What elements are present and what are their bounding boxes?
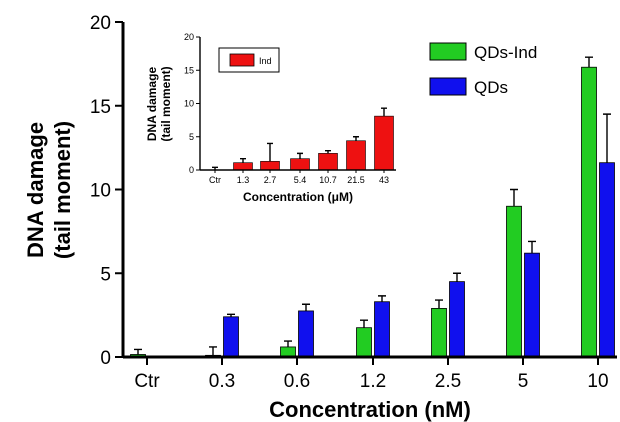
inset-x-ticks: Ctr 1.3 2.7 5.4 10.7 21.5 43 — [209, 170, 389, 185]
inset-x-tick-label: 5.4 — [294, 175, 307, 185]
legend-label-qds-ind: QDs-Ind — [474, 43, 537, 62]
main-y-tick-label: 5 — [100, 264, 111, 285]
inset-y-tick-label: 0 — [189, 165, 194, 175]
main-y-tick-label: 15 — [90, 97, 111, 118]
inset-legend: Ind — [218, 47, 280, 73]
inset-legend-label-ind: Ind — [259, 56, 272, 66]
error-bar — [134, 348, 142, 355]
inset-bar-ind — [260, 161, 280, 171]
error-bar — [227, 313, 235, 317]
error-bar — [302, 303, 310, 311]
inset-error-bar — [267, 142, 273, 162]
inset-x-tick-label: 21.5 — [347, 175, 365, 185]
bar-qds — [223, 316, 239, 358]
inset-y-axis-title-line1: DNA damage — [145, 67, 159, 142]
error-bar — [209, 346, 217, 356]
error-bar — [435, 299, 443, 309]
legend-label-qds: QDs — [474, 78, 508, 97]
main-x-ticks: Ctr 0.3 0.6 1.2 2.5 5 10 — [134, 357, 609, 392]
bar-qds-ind — [506, 205, 522, 358]
error-bar — [603, 113, 611, 163]
inset-error-bar — [381, 107, 387, 117]
main-legend: QDs-Ind QDs — [429, 42, 537, 97]
inset-x-tick-label: 2.7 — [264, 175, 277, 185]
inset-bar-ind — [290, 158, 310, 171]
inset-error-bar — [297, 152, 303, 159]
error-bar — [510, 188, 518, 207]
inset-bar-ind — [318, 153, 338, 171]
error-bar — [528, 240, 536, 254]
main-y-tick-label: 0 — [100, 348, 111, 369]
main-y-tick-label: 20 — [90, 13, 111, 34]
bar-qds — [599, 162, 615, 358]
inset-x-tick-label: 1.3 — [237, 175, 250, 185]
bar-qds — [449, 281, 465, 358]
inset-y-tick-label: 20 — [184, 32, 194, 42]
main-x-axis-title: Concentration (nM) — [269, 397, 471, 422]
error-bar — [585, 56, 593, 68]
inset-error-bar — [240, 157, 246, 163]
main-bar-group — [130, 56, 615, 358]
inset-y-axis-title-line2: (tail moment) — [159, 66, 173, 141]
inset-legend-swatch-ind — [229, 53, 255, 67]
bar-qds-ind — [356, 327, 372, 358]
main-y-ticks: 0 5 10 15 20 — [90, 13, 123, 369]
inset-x-tick-label: 10.7 — [319, 175, 337, 185]
error-bar — [453, 272, 461, 282]
bar-qds — [524, 252, 540, 358]
inset-y-tick-label: 5 — [189, 132, 194, 142]
bar-qds — [298, 310, 314, 358]
bar-qds-ind — [431, 308, 447, 358]
inset-y-ticks: 0 5 10 15 20 — [184, 32, 200, 175]
inset-bar-ind — [233, 162, 253, 171]
main-x-tick-label: 5 — [518, 371, 529, 392]
main-x-tick-label: 1.2 — [360, 371, 386, 392]
inset-bar-ind — [374, 115, 394, 171]
inset-bar-group — [212, 107, 394, 171]
inset-x-tick-label: Ctr — [209, 175, 221, 185]
inset-error-bar — [353, 136, 359, 141]
main-y-tick-label: 10 — [90, 181, 111, 202]
error-bar — [378, 295, 386, 302]
main-x-tick-label: 10 — [587, 371, 608, 392]
main-x-tick-label: 2.5 — [435, 371, 461, 392]
inset-y-tick-label: 15 — [184, 65, 194, 75]
inset-x-tick-label: 43 — [379, 175, 389, 185]
inset-error-bar — [325, 150, 331, 154]
bar-qds-ind — [581, 66, 597, 358]
bar-qds-ind — [280, 346, 296, 358]
inset-y-tick-label: 10 — [184, 99, 194, 109]
error-bar — [284, 340, 292, 347]
legend-swatch-qds-ind — [429, 42, 467, 61]
inset-bar-ind — [346, 140, 366, 171]
bar-qds — [374, 301, 390, 358]
inset-x-axis-title: Concentration (μM) — [243, 190, 353, 204]
error-bar — [360, 319, 368, 328]
main-x-tick-label: 0.3 — [209, 371, 235, 392]
main-x-tick-label: 0.6 — [284, 371, 310, 392]
main-y-axis-title-line1: DNA damage — [23, 122, 48, 258]
main-x-tick-label: Ctr — [134, 371, 160, 392]
legend-swatch-qds — [429, 77, 467, 96]
main-y-axis-title-line2: (tail moment) — [50, 121, 75, 259]
